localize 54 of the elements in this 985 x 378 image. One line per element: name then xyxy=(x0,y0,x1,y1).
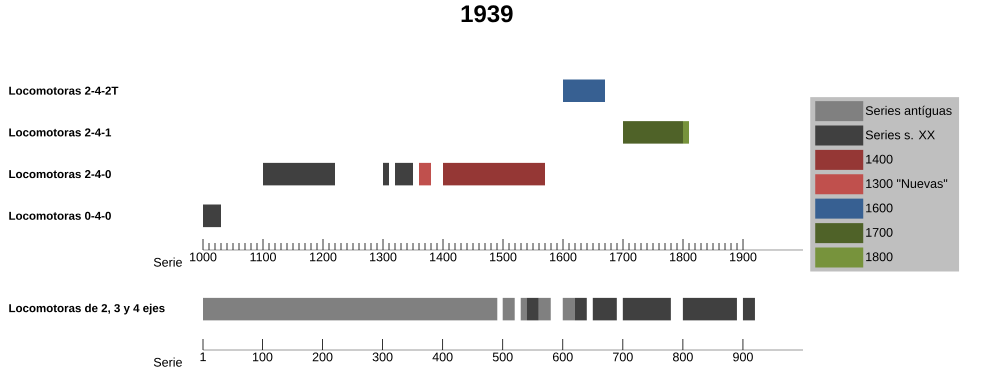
bar xyxy=(520,298,527,320)
y-tick-label: Locomotoras de 2, 3 y 4 ejes xyxy=(9,304,165,314)
x-tick-label: 700 xyxy=(613,352,633,362)
legend-label: 1700 xyxy=(866,228,893,237)
chart-title: 1939 xyxy=(462,5,513,22)
bar xyxy=(683,121,690,144)
bar xyxy=(742,298,755,320)
y-tick-label: Locomotoras 2-4-1 xyxy=(9,128,112,136)
bar xyxy=(383,162,390,186)
x-tick-label: 200 xyxy=(312,352,332,362)
x-tick-label: 1 xyxy=(200,352,206,362)
x-tick-label: 600 xyxy=(552,352,573,362)
x-tick-label: 500 xyxy=(492,352,513,362)
legend-label: 1400 xyxy=(866,154,893,164)
x-tick-label: 1300 xyxy=(370,252,396,262)
legend-label: Series antíguas xyxy=(866,106,952,118)
legend-label: 1300 "Nuevas" xyxy=(866,179,948,188)
bar xyxy=(203,204,221,228)
bar xyxy=(622,298,671,320)
y-tick-label: Locomotoras 2-4-0 xyxy=(9,170,111,178)
bar xyxy=(263,162,335,186)
bar xyxy=(682,298,737,320)
x-tick-label: 1100 xyxy=(250,252,276,262)
x-axis-title: Serie xyxy=(154,258,182,267)
bar xyxy=(562,298,575,320)
x-tick-label: 1800 xyxy=(670,252,696,262)
bar xyxy=(419,162,432,186)
x-tick-label: 1700 xyxy=(610,252,636,262)
bar xyxy=(563,79,606,102)
bar xyxy=(623,121,684,144)
bar xyxy=(443,162,546,186)
bar xyxy=(592,298,617,320)
x-tick-label: 100 xyxy=(252,352,272,362)
legend-label: Series s. XX xyxy=(866,130,935,140)
x-tick-label: 300 xyxy=(372,352,393,362)
bar xyxy=(395,162,414,186)
bar xyxy=(538,298,551,320)
bar xyxy=(574,298,587,320)
x-tick-label: 1400 xyxy=(430,252,456,262)
y-tick-label: Locomotoras 2-4-2T xyxy=(9,86,118,95)
x-tick-label: 1200 xyxy=(310,252,336,262)
x-tick-label: 1000 xyxy=(190,252,216,262)
legend-label: 1600 xyxy=(866,204,893,212)
x-tick-label: 400 xyxy=(432,352,453,362)
x-tick-label: 1500 xyxy=(490,252,516,262)
x-axis-title: Serie xyxy=(154,358,182,367)
x-tick-label: 1600 xyxy=(550,252,576,262)
x-tick-label: 900 xyxy=(733,352,753,362)
bar xyxy=(203,298,498,320)
x-tick-label: 800 xyxy=(673,352,693,362)
bar xyxy=(502,298,515,320)
y-tick-label: Locomotoras 0-4-0 xyxy=(9,212,111,220)
bar xyxy=(526,298,539,320)
x-tick-label: 1900 xyxy=(730,252,756,262)
